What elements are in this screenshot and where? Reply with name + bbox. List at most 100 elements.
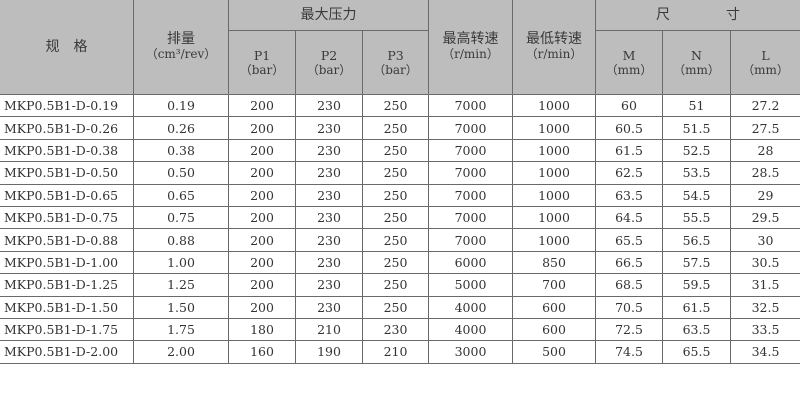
cell-displacement: 1.50	[133, 295, 229, 319]
cell-m: 68.5	[595, 273, 663, 297]
header-l: L （mm）	[729, 30, 800, 95]
cell-min-speed: 600	[512, 295, 596, 319]
cell-p3: 250	[362, 183, 429, 207]
cell-p2: 230	[295, 273, 363, 297]
cell-max-speed: 4000	[428, 295, 513, 319]
cell-m: 74.5	[595, 340, 663, 364]
cell-min-speed: 700	[512, 273, 596, 297]
table-body: MKP0.5B1-D-0.19 0.19 200 230 250 7000 1000 60 51…	[0, 93, 800, 364]
cell-l: 29	[729, 183, 800, 207]
cell-p3: 250	[362, 161, 429, 185]
cell-displacement: 0.75	[133, 205, 229, 230]
header-spec: 规 格	[0, 0, 134, 95]
cell-displacement: 0.19	[133, 93, 229, 118]
cell-n: 55.5	[662, 205, 731, 230]
table-row: MKP0.5B1-D-1.00 1.00 200 230 250 6000 850 66.5 5…	[0, 250, 800, 275]
cell-max-speed: 7000	[428, 205, 513, 230]
cell-l: 32.5	[729, 295, 800, 319]
cell-min-speed: 1000	[512, 228, 596, 252]
cell-spec: MKP0.5B1-D-0.65	[0, 183, 134, 207]
cell-p1: 200	[228, 116, 296, 140]
cell-p2: 190	[295, 340, 363, 364]
cell-p2: 230	[295, 250, 363, 275]
cell-m: 72.5	[595, 317, 663, 342]
cell-spec: MKP0.5B1-D-0.19	[0, 93, 134, 118]
cell-m: 63.5	[595, 183, 663, 207]
header-min-speed: 最低转速 （r/min）	[512, 0, 596, 95]
header-dimensions: 尺 寸	[594, 0, 800, 31]
cell-displacement: 2.00	[133, 340, 229, 364]
cell-p3: 250	[362, 273, 429, 297]
cell-min-speed: 1000	[512, 138, 596, 163]
cell-p3: 250	[362, 250, 429, 275]
header-p1: P1 （bar）	[228, 30, 296, 95]
cell-p2: 230	[295, 116, 363, 140]
cell-min-speed: 1000	[512, 205, 596, 230]
cell-max-speed: 4000	[428, 317, 513, 342]
cell-max-speed: 7000	[428, 138, 513, 163]
cell-p3: 210	[362, 340, 429, 364]
p2-label: P2	[320, 47, 338, 63]
table-row: MKP0.5B1-D-0.38 0.38 200 230 250 7000 1000 61.5…	[0, 138, 800, 163]
cell-p1: 200	[228, 183, 296, 207]
cell-p2: 230	[295, 228, 363, 252]
header-p3: P3 （bar）	[362, 30, 429, 95]
cell-p2: 230	[295, 93, 363, 118]
cell-p1: 180	[228, 317, 296, 342]
cell-l: 29.5	[729, 205, 800, 230]
cell-spec: MKP0.5B1-D-1.25	[0, 273, 134, 297]
cell-p1: 200	[228, 250, 296, 275]
max-speed-label: 最高转速	[442, 31, 499, 47]
cell-spec: MKP0.5B1-D-0.88	[0, 228, 134, 252]
cell-p1: 200	[228, 93, 296, 118]
cell-displacement: 0.50	[133, 161, 229, 185]
spec-table: 规 格 排量 （cm³/rev） 最大压力 最高转速 （r/min） 最低转速 （r/…	[0, 0, 800, 364]
cell-spec: MKP0.5B1-D-0.38	[0, 138, 134, 163]
cell-min-speed: 850	[512, 250, 596, 275]
cell-n: 63.5	[662, 317, 731, 342]
cell-p1: 200	[228, 205, 296, 230]
cell-min-speed: 1000	[512, 161, 596, 185]
cell-max-speed: 7000	[428, 116, 513, 140]
cell-p2: 210	[295, 317, 363, 342]
n-label: N	[691, 47, 702, 63]
p1-label: P1	[253, 47, 271, 63]
cell-spec: MKP0.5B1-D-0.75	[0, 205, 134, 230]
table-row: MKP0.5B1-D-0.50 0.50 200 230 250 7000 1000 62.5…	[0, 161, 800, 185]
header-p2: P2 （bar）	[295, 30, 363, 95]
cell-p1: 200	[228, 138, 296, 163]
cell-displacement: 0.65	[133, 183, 229, 207]
cell-spec: MKP0.5B1-D-1.50	[0, 295, 134, 319]
cell-l: 28	[729, 138, 800, 163]
cell-n: 59.5	[662, 273, 731, 297]
cell-max-speed: 7000	[428, 228, 513, 252]
cell-m: 70.5	[595, 295, 663, 319]
cell-m: 65.5	[595, 228, 663, 252]
p3-label: P3	[387, 47, 404, 63]
table-row: MKP0.5B1-D-0.75 0.75 200 230 250 7000 1000 64.5…	[0, 205, 800, 230]
cell-n: 65.5	[662, 340, 731, 364]
cell-min-speed: 1000	[512, 183, 596, 207]
p1-unit: （bar）	[239, 62, 285, 77]
cell-l: 30.5	[729, 250, 800, 275]
cell-p1: 160	[228, 340, 296, 364]
cell-max-speed: 7000	[428, 161, 513, 185]
min-speed-unit: （r/min）	[525, 47, 583, 61]
cell-displacement: 1.75	[133, 317, 229, 342]
cell-p3: 250	[362, 205, 429, 230]
cell-n: 56.5	[662, 228, 731, 252]
cell-n: 51.5	[662, 116, 731, 140]
table-row: MKP0.5B1-D-1.50 1.50 200 230 250 4000 600 70.5 6…	[0, 295, 800, 319]
m-label: M	[622, 47, 636, 63]
cell-p2: 230	[295, 161, 363, 185]
cell-p3: 250	[362, 228, 429, 252]
displacement-label: 排量	[167, 31, 195, 47]
cell-max-speed: 5000	[428, 273, 513, 297]
cell-spec: MKP0.5B1-D-1.75	[0, 317, 134, 342]
cell-m: 60.5	[595, 116, 663, 140]
cell-spec: MKP0.5B1-D-0.50	[0, 161, 134, 185]
cell-p1: 200	[228, 273, 296, 297]
cell-l: 27.5	[729, 116, 800, 140]
cell-min-speed: 500	[512, 340, 596, 364]
cell-max-speed: 3000	[428, 340, 513, 364]
